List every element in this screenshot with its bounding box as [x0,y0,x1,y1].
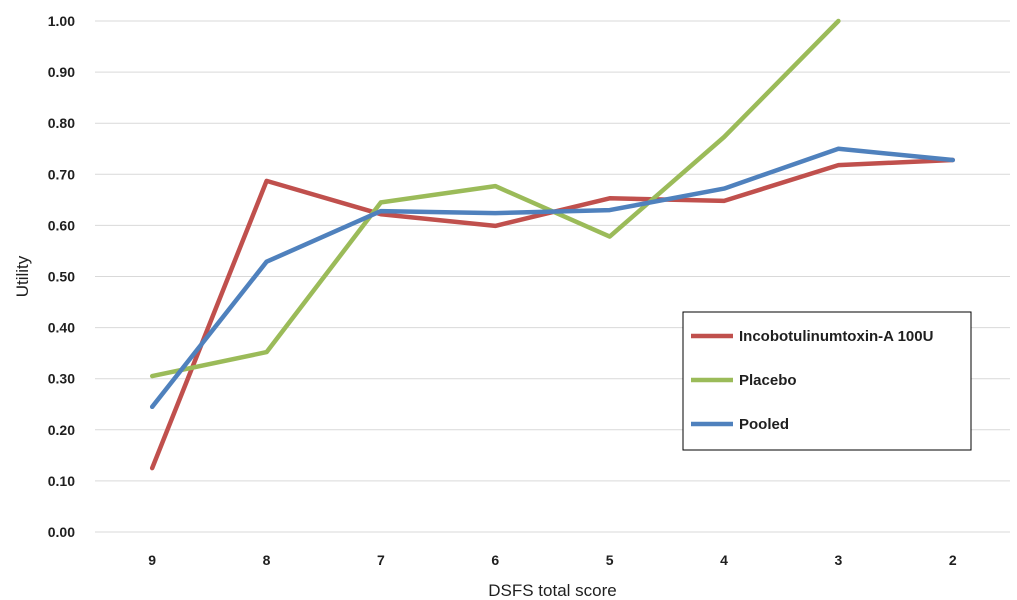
y-tick-label: 0.60 [48,217,75,233]
gridlines [95,20,1010,533]
y-tick-label: 1.00 [48,13,75,29]
legend: Incobotulinumtoxin-A 100U Placebo Pooled [682,311,972,451]
y-tick-label: 0.80 [48,115,75,131]
x-tick-label: 2 [949,552,957,568]
x-tick-label: 3 [835,552,843,568]
y-tick-label: 0.40 [48,320,75,336]
y-tick-label: 0.90 [48,64,75,80]
y-tick-label: 0.20 [48,422,75,438]
x-tick-label: 8 [263,552,271,568]
y-tick-label: 0.50 [48,269,75,285]
y-axis-title: Utility [13,255,32,297]
y-tick-label: 0.70 [48,166,75,182]
x-tick-label: 9 [148,552,156,568]
legend-label: Incobotulinumtoxin-A 100U [739,328,933,345]
x-tick-label: 6 [491,552,499,568]
y-tick-label: 0.10 [48,473,75,489]
x-tick-label: 7 [377,552,385,568]
y-tick-labels: 0.00 0.10 0.20 0.30 0.40 0.50 0.60 0.70 0.80 0.90… [48,13,75,540]
y-tick-label: 0.00 [48,524,75,540]
x-axis-title: DSFS total score [488,581,617,600]
y-tick-label: 0.30 [48,371,75,387]
legend-label: Pooled [739,416,789,433]
x-tick-labels: 9 8 7 6 5 4 3 2 [148,552,957,568]
series-line-3 [149,146,956,410]
x-tick-label: 4 [720,552,728,568]
series-lines [149,18,956,471]
legend-label: Placebo [739,372,797,389]
series-line-2 [149,18,841,379]
x-tick-label: 5 [606,552,614,568]
